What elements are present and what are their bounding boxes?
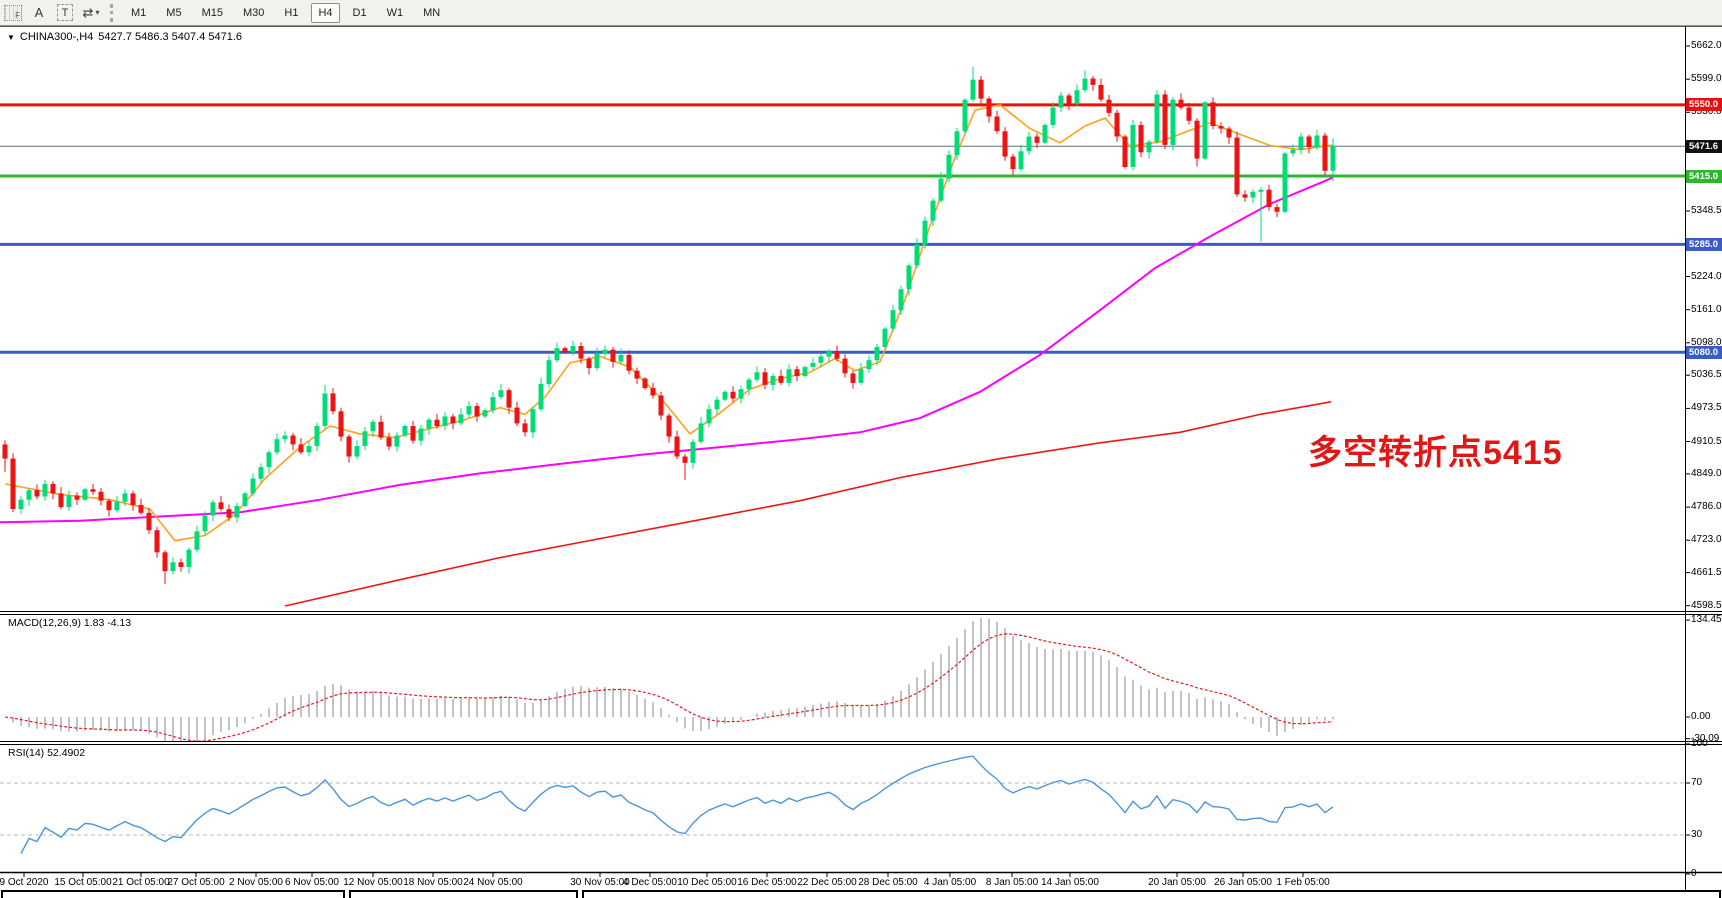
time-axis-label: 12 Nov 05:00 <box>343 877 403 888</box>
minimized-window-tab-1[interactable] <box>1 890 345 898</box>
rsi-label: RSI(14) 52.4902 <box>8 747 86 759</box>
price-level-badge: 5415.0 <box>1686 169 1722 183</box>
price-level-badge: 5285.0 <box>1686 237 1722 251</box>
price-tick-label: 5098.0 <box>1691 336 1722 348</box>
price-tick-label: 4910.5 <box>1691 435 1722 447</box>
price-tick-label: 5161.0 <box>1691 303 1722 315</box>
macd-tick-label: 0.00 <box>1691 711 1711 722</box>
price-tick-label: 4786.0 <box>1691 501 1722 513</box>
timeframe-button-M30[interactable]: M30 <box>242 6 265 19</box>
macd-label: MACD(12,26,9) 1.83 -4.13 <box>8 617 132 629</box>
timeframe-button-M1[interactable]: M1 <box>131 6 147 19</box>
time-axis-label: 27 Oct 05:00 <box>167 877 225 888</box>
price-tick-label: 5599.0 <box>1691 73 1722 85</box>
time-axis-label: 2 Nov 05:00 <box>229 877 283 888</box>
macd-tick-label: 134.45 <box>1691 614 1722 626</box>
time-axis-label: 28 Dec 05:00 <box>858 877 918 888</box>
minimized-window-tab-2[interactable] <box>349 890 578 898</box>
time-axis-label: 4 Jan 05:00 <box>923 877 977 888</box>
toolbar: F A T ⇄ ▾ M1 M5 M15 M30 H1 H4 D1 W1 MN <box>0 0 1722 26</box>
time-axis-label: 21 Oct 05:00 <box>112 877 170 888</box>
grid-f-icon: F <box>4 4 22 21</box>
time-axis-label: 18 Nov 05:00 <box>403 877 463 888</box>
rsi-tick-label: 0 <box>1691 868 1697 879</box>
time-axis-label: 20 Jan 05:00 <box>1148 877 1206 888</box>
toolbar-grip[interactable] <box>110 3 116 22</box>
time-axis-label: 10 Dec 05:00 <box>677 877 737 888</box>
price-level-badge: 5471.6 <box>1686 139 1722 153</box>
timeframe-button-D1[interactable]: D1 <box>352 6 367 19</box>
price-tick-label: 4849.0 <box>1691 467 1722 479</box>
chart-annotation-text: 多空转折点5415 <box>1308 434 1563 472</box>
price-tick-label: 5036.5 <box>1691 369 1722 381</box>
time-axis-label: 8 Jan 05:00 <box>985 877 1039 888</box>
time-axis-label: 26 Jan 05:00 <box>1214 877 1272 888</box>
price-tick-label: 5662.0 <box>1691 40 1722 51</box>
timeframe-button-W1[interactable]: W1 <box>386 6 404 19</box>
time-axis-label: 14 Jan 05:00 <box>1041 877 1099 888</box>
time-axis-label: 1 Feb 05:00 <box>1276 877 1330 888</box>
text-label-icon: T <box>56 4 74 21</box>
time-axis-label: 24 Nov 05:00 <box>463 877 523 888</box>
price-level-badge: 5080.0 <box>1686 345 1722 359</box>
time-axis-label: 9 Oct 2020 <box>0 877 49 888</box>
price-tick-label: 4661.5 <box>1691 566 1722 578</box>
timeframe-button-MN[interactable]: MN <box>423 6 441 19</box>
price-tick-label: 5536.0 <box>1691 106 1722 118</box>
price-level-badge: 5550.0 <box>1686 98 1722 112</box>
time-axis-label: 22 Dec 05:00 <box>797 877 857 888</box>
timeframe-bar: M1 M5 M15 M30 H1 H4 D1 W1 MN <box>124 2 447 23</box>
timeframe-button-H1[interactable]: H1 <box>284 6 299 19</box>
time-axis-label: 4 Dec 05:00 <box>623 877 677 888</box>
price-tick-label: 5348.5 <box>1691 205 1722 216</box>
timeframe-button-H4[interactable]: H4 <box>311 2 340 23</box>
time-axis-label: 16 Dec 05:00 <box>737 877 797 888</box>
timeframe-button-M5[interactable]: M5 <box>166 6 182 19</box>
chart-symbol-header: ▼ CHINA300-,H4 5427.7 5486.3 5407.4 5471… <box>7 31 242 43</box>
collapse-triangle-icon[interactable]: ▼ <box>7 32 15 42</box>
rsi-tick-label: 30 <box>1691 829 1703 840</box>
arrange-icon: ⇄ <box>82 4 94 20</box>
price-tick-label: 5224.0 <box>1691 270 1722 282</box>
price-tick-label: 4723.0 <box>1691 534 1722 546</box>
text-label-button[interactable]: T <box>54 3 76 23</box>
arrange-windows-button[interactable]: ⇄ ▾ <box>80 3 102 23</box>
timeframe-button-M15[interactable]: M15 <box>201 6 223 19</box>
symbol-period: CHINA300-,H4 <box>19 31 94 43</box>
minimized-window-tab-3[interactable] <box>582 890 1721 898</box>
ohlc-values: 5427.7 5486.3 5407.4 5471.6 <box>98 31 243 43</box>
price-tick-label: 4598.5 <box>1691 599 1722 611</box>
price-tick-label: 4973.5 <box>1691 402 1722 414</box>
chart-shift-button[interactable]: F <box>2 3 24 23</box>
time-axis-label: 30 Nov 05:00 <box>570 877 630 888</box>
macd-tick-label: -30.09 <box>1691 732 1720 744</box>
time-axis-label: 6 Nov 05:00 <box>285 877 339 888</box>
time-axis-label: 15 Oct 05:00 <box>54 877 112 888</box>
rsi-tick-label: 100 <box>1691 738 1708 749</box>
rsi-tick-label: 70 <box>1691 777 1703 788</box>
font-tool-button[interactable]: A <box>34 5 44 20</box>
dropdown-caret-icon: ▾ <box>95 8 100 17</box>
